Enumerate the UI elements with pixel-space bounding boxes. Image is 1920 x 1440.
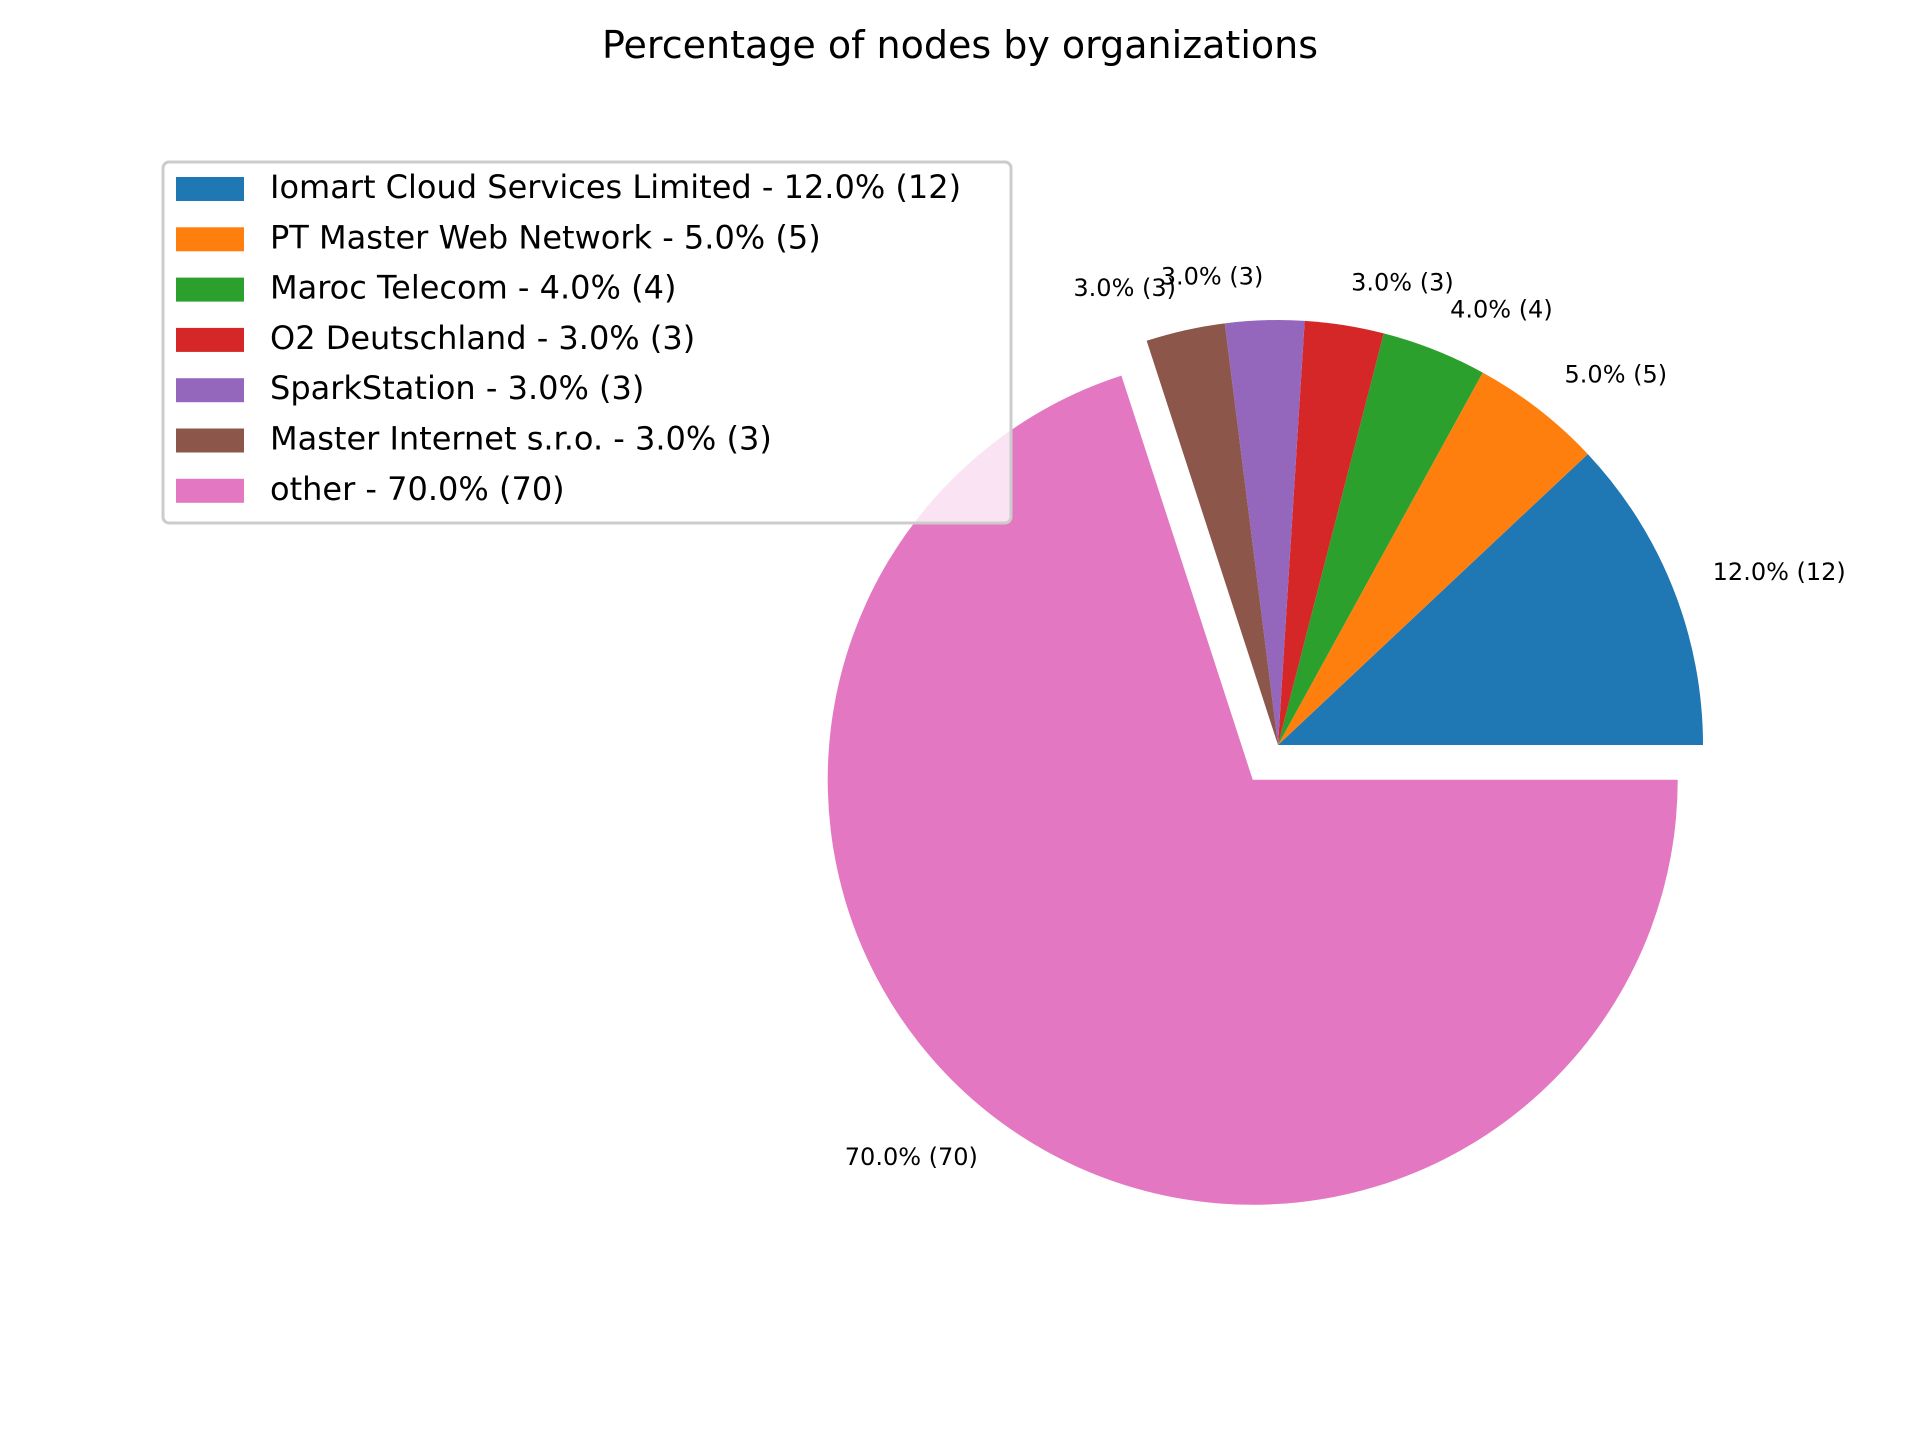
slice-labels: 12.0% (12)5.0% (5)4.0% (4)3.0% (3)3.0% (…: [845, 263, 1846, 1171]
slice-label-1: 5.0% (5): [1565, 361, 1668, 389]
pie-slice-1: [1278, 372, 1588, 745]
legend-swatch-3: [176, 327, 244, 352]
slice-label-2: 4.0% (4): [1450, 295, 1553, 323]
legend: Iomart Cloud Services Limited - 12.0% (1…: [161, 160, 1013, 525]
legend-label-5: Master Internet s.r.o. - 3.0% (3): [270, 420, 772, 458]
legend-swatch-1: [176, 227, 244, 252]
legend-frame: [161, 160, 1013, 525]
slice-label-3: 3.0% (3): [1351, 268, 1454, 296]
pie-slice-5: [1146, 323, 1278, 745]
slice-label-4: 3.0% (3): [1161, 263, 1264, 291]
slice-label-0: 12.0% (12): [1713, 558, 1846, 586]
pie-slice-4: [1224, 320, 1305, 745]
pie-slice-3: [1278, 320, 1384, 745]
slice-label-5: 3.0% (3): [1073, 274, 1176, 302]
legend-label-4: SparkStation - 3.0% (3): [270, 369, 644, 407]
legend-label-6: other - 70.0% (70): [270, 470, 565, 508]
legend-label-0: Iomart Cloud Services Limited - 12.0% (1…: [270, 168, 961, 206]
legend-swatch-4: [176, 378, 244, 403]
slice-label-6: 70.0% (70): [845, 1143, 978, 1171]
legend-swatch-6: [176, 478, 244, 503]
legend-label-1: PT Master Web Network - 5.0% (5): [270, 218, 821, 256]
legend-swatch-2: [176, 277, 244, 302]
pie-slice-2: [1278, 333, 1483, 745]
legend-swatch-5: [176, 428, 244, 453]
chart-title: Percentage of nodes by organizations: [602, 23, 1318, 67]
pie-slice-0: [1278, 454, 1703, 745]
pie-slice-6: [827, 375, 1678, 1205]
legend-swatch-0: [176, 177, 244, 201]
legend-label-3: O2 Deutschland - 3.0% (3): [270, 319, 695, 357]
pie-slices: [827, 320, 1703, 1205]
legend-label-2: Maroc Telecom - 4.0% (4): [270, 269, 676, 307]
